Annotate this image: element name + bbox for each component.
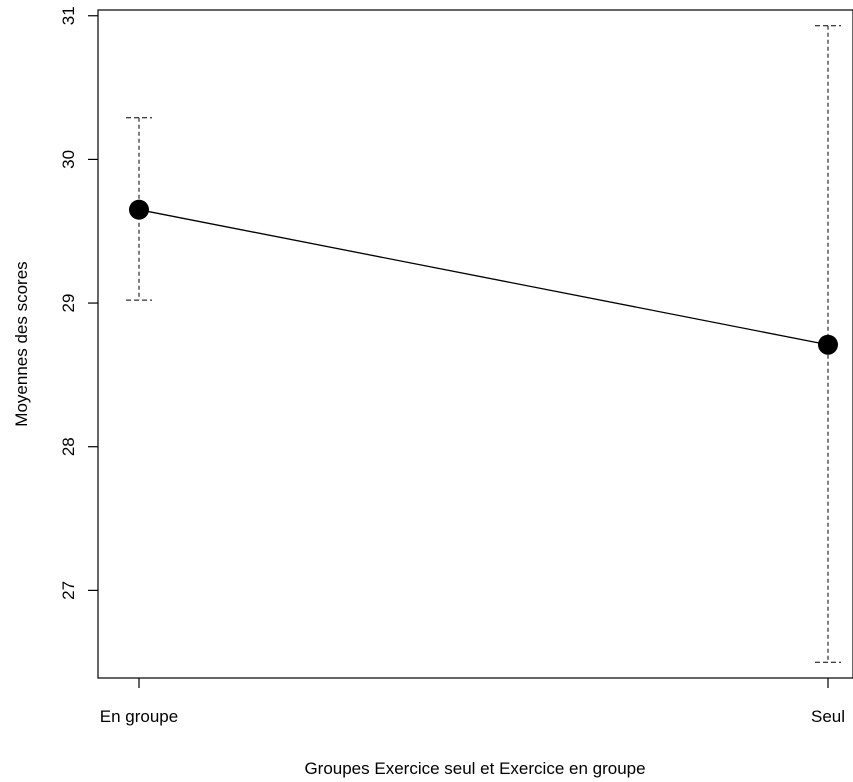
series-line [138, 209, 829, 346]
y-tick-label: 27 [59, 581, 78, 600]
x-axis-label: Groupes Exercice seul et Exercice en gro… [304, 759, 645, 778]
y-tick-label: 30 [59, 150, 78, 169]
data-point [818, 334, 838, 355]
x-tick-label: Seul [811, 707, 845, 726]
y-tick-label: 29 [59, 294, 78, 313]
y-tick-label: 31 [59, 6, 78, 25]
mean-line [138, 209, 829, 346]
y-axis-label: Moyennes des scores [12, 261, 31, 426]
x-tick-label: En groupe [100, 707, 178, 726]
plot-frame [97, 9, 853, 679]
data-point [129, 199, 149, 220]
error-bars [126, 25, 841, 663]
y-tick-label: 28 [59, 437, 78, 456]
y-axis: 27 28 29 30 31 [59, 6, 98, 600]
data-points [129, 199, 838, 355]
x-axis: En groupe Seul [100, 678, 845, 726]
